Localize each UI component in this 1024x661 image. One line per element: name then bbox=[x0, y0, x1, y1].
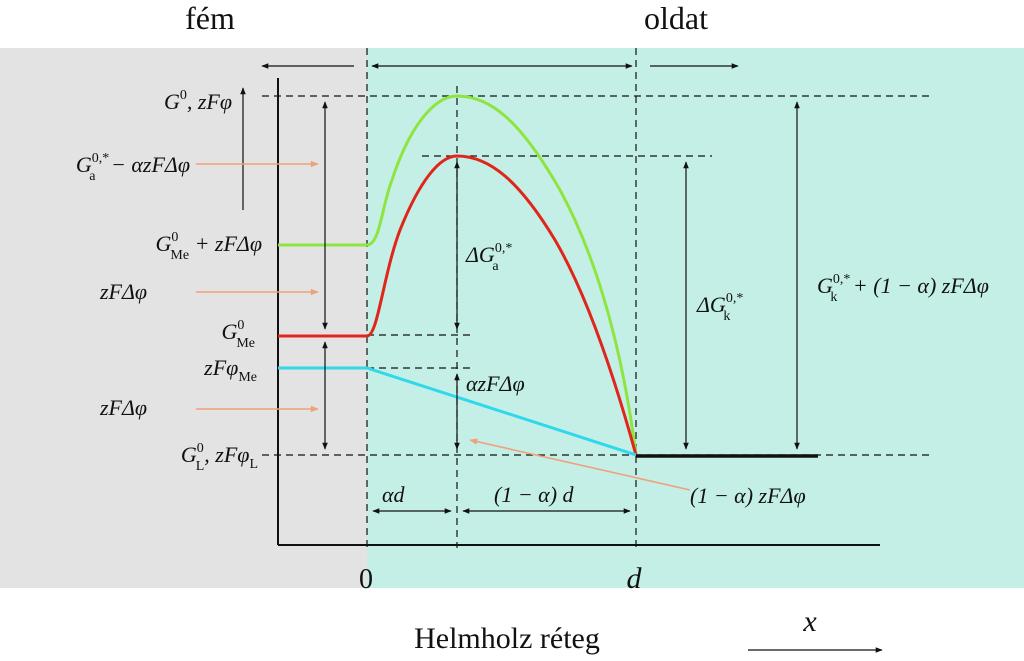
label-delta-gk: ΔG0,* k bbox=[696, 291, 743, 324]
solution-region bbox=[367, 48, 1024, 588]
pointer-one-minus-alpha bbox=[469, 438, 691, 491]
label-one-minus-alpha-d: (1 − α) d bbox=[494, 482, 575, 507]
label-gk: G0,* k + (1 − α) zFΔφ bbox=[817, 272, 989, 305]
solution-title: oldat bbox=[644, 0, 708, 36]
label-delta-ga: ΔG0,* a bbox=[465, 241, 512, 274]
label-alpha-d: αd bbox=[382, 482, 406, 507]
x-origin-label: 0 bbox=[359, 564, 373, 595]
label-gl: G0 L, zFφL bbox=[181, 441, 258, 474]
metal-region bbox=[0, 48, 367, 588]
label-alpha-zfdphi: αzFΔφ bbox=[466, 371, 525, 396]
label-g0: G0, zFφ bbox=[164, 88, 232, 114]
label-ga: G0,* a − αzFΔφ bbox=[76, 151, 190, 184]
label-gme-plus: G0 Me + zFΔφ bbox=[156, 230, 263, 263]
label-zfdphi-upper: zFΔφ bbox=[99, 279, 147, 304]
footer-caption: Helmholz réteg bbox=[414, 622, 600, 655]
label-one-minus-alpha-zfdphi: (1 − α) zFΔφ bbox=[690, 483, 806, 508]
x-axis-label: x bbox=[802, 605, 817, 638]
label-zfphi-me: zFφMe bbox=[203, 355, 257, 385]
label-zfdphi-lower: zFΔφ bbox=[99, 395, 147, 420]
label-gme: G0 Me bbox=[221, 318, 255, 351]
x-d-label: d bbox=[627, 562, 643, 595]
metal-title: fém bbox=[185, 0, 235, 36]
cyan-line bbox=[278, 366, 637, 457]
green-curve bbox=[278, 94, 638, 456]
red-curve bbox=[278, 154, 638, 456]
